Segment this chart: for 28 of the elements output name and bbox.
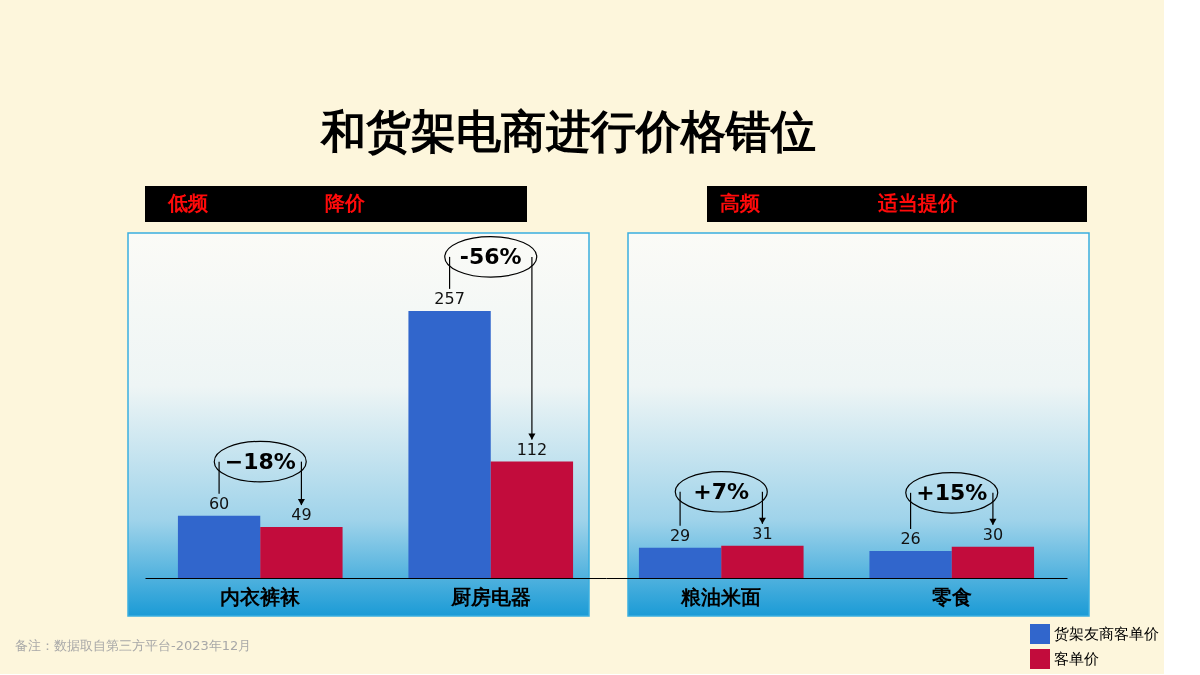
bar xyxy=(177,515,261,578)
x-tick-label: 粮油米面 xyxy=(680,584,762,609)
bar xyxy=(490,461,574,578)
bar xyxy=(408,310,491,578)
x-tick-label: 内衣裤袜 xyxy=(220,584,302,609)
data-label: 112 xyxy=(516,439,548,459)
data-label: 26 xyxy=(900,528,921,548)
data-label: 257 xyxy=(434,288,465,308)
data-label: 60 xyxy=(208,493,230,513)
annotation: -56% xyxy=(459,243,522,269)
legend-label: 客单价 xyxy=(1054,650,1099,668)
bar xyxy=(260,527,343,578)
text: 适当提价 xyxy=(877,191,959,215)
annotation: −18% xyxy=(224,448,296,474)
chart-title: 和货架电商进行价格错位 xyxy=(318,105,816,158)
data-label: 49 xyxy=(291,505,312,525)
x-tick-label: 厨房电器 xyxy=(449,584,531,609)
annotation: +15% xyxy=(916,479,988,505)
data-label: 31 xyxy=(752,523,773,543)
data-label: 29 xyxy=(669,525,691,545)
data-label: 30 xyxy=(982,524,1004,544)
legend-label: 货架友商客单价 xyxy=(1054,625,1159,643)
annotation: +7% xyxy=(693,478,750,504)
text: 降价 xyxy=(325,191,366,215)
x-tick-label: 零食 xyxy=(931,584,972,609)
text: 高频 xyxy=(720,191,761,215)
text: 低频 xyxy=(167,191,209,215)
text: 备注：数据取自第三方平台-2023年12月 xyxy=(15,638,252,653)
